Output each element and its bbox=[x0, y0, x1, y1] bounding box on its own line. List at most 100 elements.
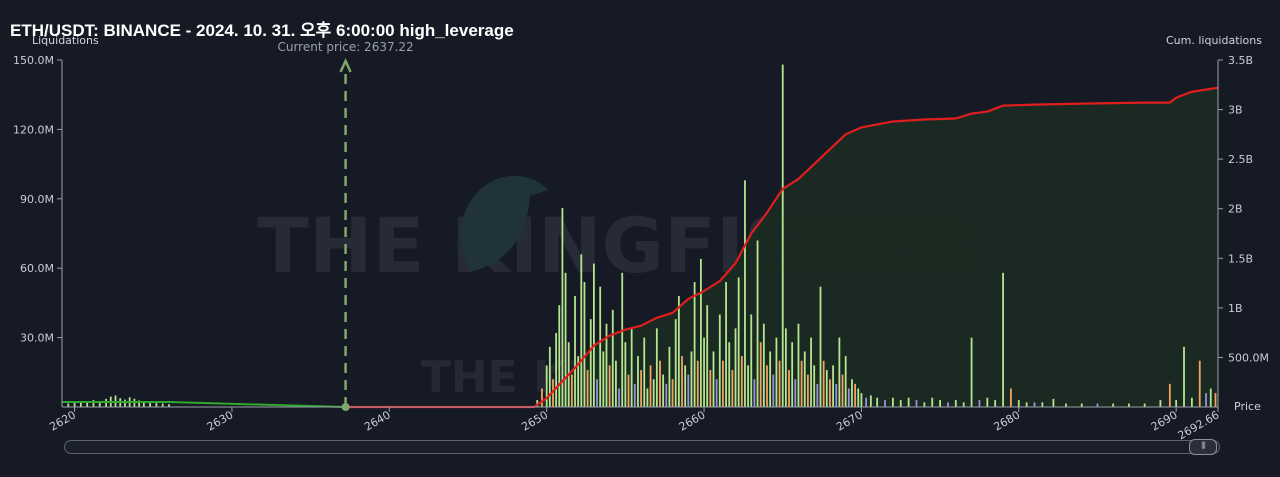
liquidation-bar bbox=[693, 282, 696, 407]
grip-icon: ||| bbox=[1200, 441, 1206, 449]
liquidation-bar bbox=[564, 272, 567, 407]
liquidation-bar bbox=[851, 379, 853, 407]
liquidation-bar bbox=[1025, 402, 1028, 407]
kingfisher-logo-icon bbox=[461, 175, 548, 272]
liquidation-bar bbox=[860, 393, 863, 407]
liquidation-bar bbox=[759, 342, 762, 407]
scrollbar-handle[interactable]: ||| bbox=[1189, 439, 1217, 455]
liquidation-bar bbox=[558, 305, 561, 407]
y-right-tick-label: 1B bbox=[1228, 302, 1243, 315]
liquidation-bar bbox=[674, 319, 677, 407]
current-price-label: Current price: 2637.22 bbox=[277, 40, 413, 54]
y-left-tick-label: 150.0M bbox=[13, 54, 54, 67]
liquidation-bar bbox=[788, 369, 790, 407]
liquidation-bar bbox=[1002, 272, 1004, 407]
y-right-tick-label: 2B bbox=[1228, 203, 1243, 216]
liquidation-bar bbox=[797, 323, 800, 407]
liquidation-bar bbox=[884, 400, 886, 407]
range-scrollbar[interactable]: ||| bbox=[64, 439, 1220, 455]
liquidation-bar bbox=[659, 360, 661, 407]
cum-long-line bbox=[62, 401, 346, 408]
liquidation-bar bbox=[138, 400, 141, 407]
liquidation-bar bbox=[1175, 400, 1178, 407]
liquidation-bar bbox=[800, 360, 803, 407]
liquidation-bar bbox=[762, 323, 765, 407]
liquidation-bar bbox=[891, 397, 894, 407]
liquidation-bar bbox=[737, 277, 740, 407]
liquidation-bar bbox=[813, 365, 816, 407]
liquidation-bar bbox=[819, 286, 822, 407]
x-tick-label: 2680 bbox=[992, 408, 1023, 433]
liquidation-bar bbox=[602, 351, 605, 407]
liquidation-bar bbox=[744, 180, 746, 407]
liquidation-bar bbox=[844, 356, 847, 407]
liquidation-bar bbox=[655, 328, 658, 407]
liquidation-bar bbox=[756, 240, 759, 407]
liquidation-bar bbox=[734, 328, 737, 407]
liquidation-bar bbox=[580, 254, 583, 407]
liquidation-bar bbox=[643, 337, 646, 407]
y-right-axis-label: Cum. liquidations bbox=[1166, 34, 1262, 47]
liquidation-bar bbox=[803, 351, 806, 407]
x-tick-label: 2650 bbox=[519, 408, 550, 433]
liquidation-bar bbox=[671, 379, 674, 407]
liquidation-bar bbox=[915, 400, 918, 407]
liquidation-bar bbox=[561, 208, 564, 407]
liquidation-bar bbox=[79, 401, 82, 407]
liquidation-bar bbox=[627, 374, 630, 407]
liquidation-bar bbox=[794, 379, 797, 407]
liquidation-bar bbox=[907, 397, 910, 407]
liquidation-bar bbox=[1143, 403, 1146, 407]
cum-short-line bbox=[345, 86, 1219, 409]
liquidation-bar bbox=[662, 374, 665, 407]
liquidation-bar bbox=[1041, 402, 1044, 407]
liquidation-bar bbox=[766, 365, 768, 407]
x-tick-label: 2660 bbox=[677, 408, 708, 433]
liquidation-bar bbox=[838, 337, 841, 407]
liquidation-bar bbox=[1205, 393, 1207, 407]
liquidation-bar bbox=[92, 400, 95, 407]
x-axis-label: Price bbox=[1234, 400, 1261, 413]
liquidation-bar bbox=[740, 356, 743, 407]
bars-layer bbox=[67, 64, 1217, 408]
cum-lines-layer bbox=[62, 86, 1219, 409]
liquidation-bar bbox=[570, 374, 573, 407]
liquidation-bar bbox=[555, 332, 558, 407]
y-right-tick-label: 1.5B bbox=[1228, 252, 1253, 265]
liquidation-bar bbox=[939, 400, 941, 407]
liquidation-bar bbox=[668, 346, 671, 407]
liquidation-bar bbox=[1198, 360, 1201, 407]
liquidation-bar bbox=[577, 356, 580, 407]
liquidation-bar bbox=[791, 342, 794, 407]
liquidation-bar bbox=[857, 388, 860, 407]
liquidation-bar bbox=[98, 401, 101, 407]
liquidation-bar bbox=[640, 369, 643, 407]
liquidation-bar bbox=[646, 388, 649, 407]
liquidation-bar bbox=[970, 337, 973, 407]
liquidation-bar bbox=[677, 295, 680, 407]
liquidation-bar bbox=[649, 365, 652, 407]
liquidation-bar bbox=[822, 360, 825, 407]
liquidation-bar bbox=[142, 400, 145, 407]
y-right-tick-label: 3.5B bbox=[1228, 54, 1253, 67]
liquidation-bar bbox=[1209, 388, 1212, 407]
liquidation-bar bbox=[807, 374, 809, 407]
liquidation-bar bbox=[1096, 403, 1099, 407]
liquidation-bar bbox=[931, 397, 934, 407]
liquidation-bar bbox=[962, 402, 965, 407]
liquidation-bar bbox=[611, 309, 614, 407]
liquidation-bar bbox=[696, 360, 699, 407]
liquidation-bar bbox=[1183, 346, 1185, 407]
liquidation-bar bbox=[618, 388, 620, 407]
liquidation-bar bbox=[652, 379, 655, 407]
current-price-marker bbox=[339, 57, 352, 411]
x-tick-label: 2670 bbox=[834, 408, 865, 433]
liquidation-bar bbox=[841, 374, 844, 407]
liquidation-bar bbox=[605, 323, 608, 407]
liquidation-bar bbox=[728, 342, 731, 407]
y-left-tick-label: 90.0M bbox=[20, 193, 54, 206]
liquidation-bar bbox=[596, 379, 598, 407]
liquidation-bar bbox=[1168, 383, 1171, 407]
liquidation-bar bbox=[608, 365, 611, 407]
